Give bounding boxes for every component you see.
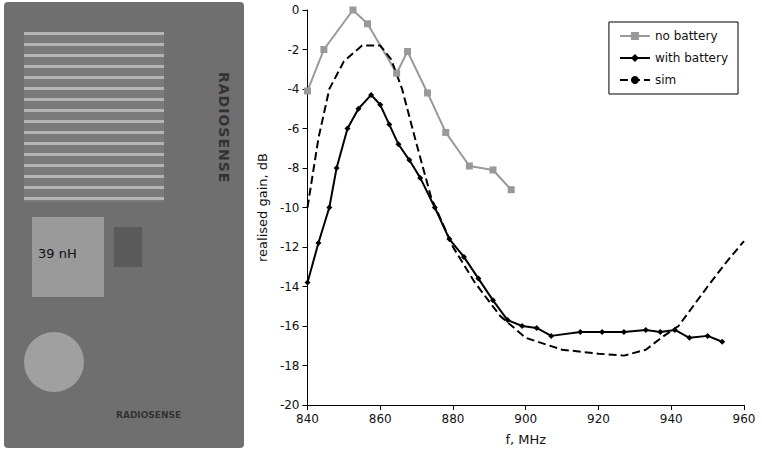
- svg-text:-18: -18: [280, 359, 300, 373]
- svg-text:-8: -8: [288, 161, 300, 175]
- svg-text:no battery: no battery: [655, 29, 718, 43]
- svg-text:920: 920: [587, 412, 610, 426]
- svg-text:900: 900: [514, 412, 537, 426]
- svg-text:with battery: with battery: [655, 51, 728, 65]
- svg-text:860: 860: [369, 412, 392, 426]
- svg-text:880: 880: [442, 412, 465, 426]
- svg-text:-14: -14: [280, 280, 300, 294]
- html-text:RADIOSENSE: RADIOSENSE: [216, 72, 232, 184]
- svg-text:sim: sim: [655, 73, 676, 87]
- svg-text:-10: -10: [280, 201, 300, 215]
- svg-text:960: 960: [733, 412, 756, 426]
- html-text:RADIOSENSE: RADIOSENSE: [116, 410, 182, 420]
- svg-text:-20: -20: [280, 398, 300, 412]
- svg-text:-2: -2: [288, 43, 300, 57]
- svg-text:940: 940: [660, 412, 683, 426]
- svg-text:-6: -6: [288, 122, 300, 136]
- svg-text:840: 840: [296, 412, 319, 426]
- svg-text:-12: -12: [280, 240, 300, 254]
- svg-text:f, MHz: f, MHz: [505, 432, 546, 447]
- svg-text:-4: -4: [288, 82, 300, 96]
- svg-text:realised gain, dB: realised gain, dB: [255, 153, 270, 262]
- svg-text:-16: -16: [280, 319, 300, 333]
- svg-text:0: 0: [292, 3, 300, 17]
- html-text:39 nH: 39 nH: [38, 246, 77, 261]
